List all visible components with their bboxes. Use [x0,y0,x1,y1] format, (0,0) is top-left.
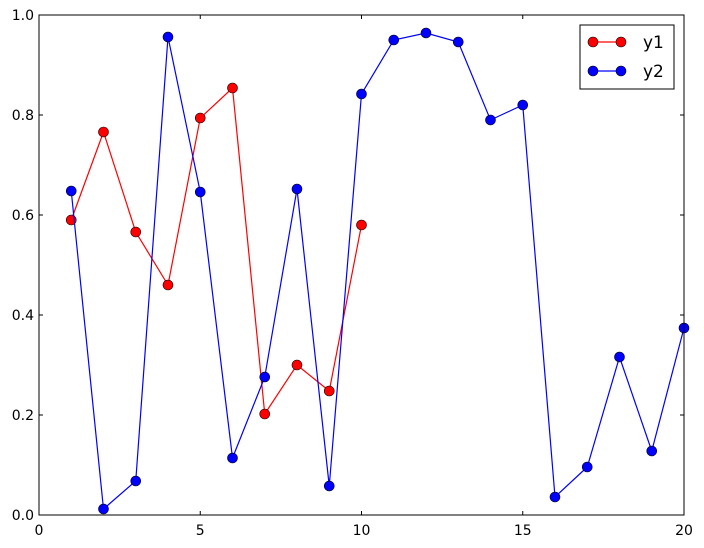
plot-frame [38,14,685,516]
legend-entry-y1: y1 [587,33,664,53]
data-point-y2 [388,34,400,46]
data-point-y2 [65,185,77,197]
data-point-y2 [581,461,593,473]
series-line-y2 [70,32,685,511]
y-tick-label: 0.4 [12,308,34,324]
data-point-y1 [130,226,142,238]
x-tick-label: 10 [353,523,371,539]
data-point-y1 [98,126,109,138]
x-tick-label: 15 [514,523,532,539]
legend-label: y2 [643,62,664,82]
data-point-y2 [194,186,206,198]
data-point-y2 [356,88,367,100]
data-point-y2 [452,36,464,48]
x-tick-label: 20 [675,523,693,539]
data-point-y1 [194,112,206,124]
data-point-y1 [227,82,238,94]
y-tick-label: 0.8 [12,108,34,124]
legend-box [579,24,675,90]
data-point-y2 [614,351,625,363]
data-point-y2 [420,27,432,39]
x-tick-label: 5 [196,523,205,539]
data-point-y2 [549,491,561,503]
data-point-y2 [98,503,109,515]
y-tick-label: 0.0 [12,508,34,524]
data-point-y2 [517,99,529,111]
legend-marker [587,36,599,48]
x-tick-label: 0 [35,523,44,539]
series-y2 [65,27,690,515]
data-point-y1 [323,385,335,397]
y-tick-label: 0.2 [12,408,34,424]
data-point-y2 [162,31,174,43]
legend-marker [615,65,627,77]
data-point-y2 [130,475,142,487]
series-line-y1 [70,86,363,416]
data-point-y1 [259,408,271,420]
series-y1 [65,82,367,420]
data-point-y2 [259,371,271,383]
data-point-y2 [646,445,658,457]
data-point-y2 [323,480,335,492]
legend-label: y1 [643,33,664,53]
data-point-y1 [162,279,174,291]
y-tick-label: 0.6 [12,208,34,224]
data-point-y2 [291,183,303,195]
data-point-y1 [291,359,303,371]
legend-marker [615,36,627,48]
legend-marker [587,65,599,77]
legend-entry-y2: y2 [587,62,664,82]
data-point-y2 [227,452,238,464]
y-tick-label: 1.0 [12,8,34,24]
data-point-y1 [356,219,367,231]
data-point-y2 [485,114,496,126]
